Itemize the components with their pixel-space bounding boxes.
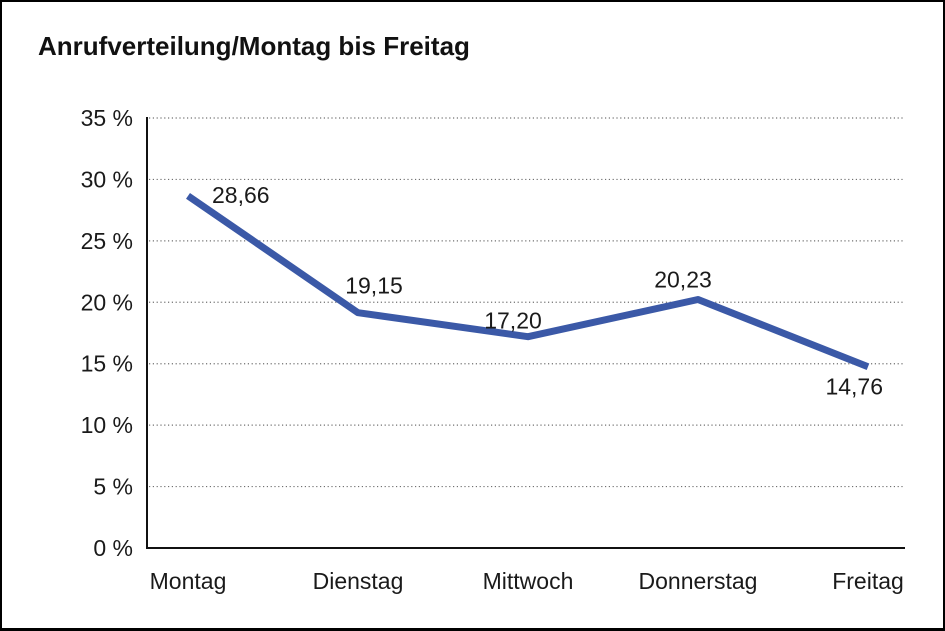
chart-title: Anrufverteilung/Montag bis Freitag	[38, 31, 470, 61]
y-tick-label: 25 %	[81, 228, 133, 254]
data-point-label: 17,20	[484, 308, 542, 334]
x-category-label: Montag	[150, 568, 227, 594]
data-point-label: 19,15	[345, 273, 403, 299]
y-tick-label: 10 %	[81, 412, 133, 438]
y-tick-label: 0 %	[93, 535, 133, 561]
data-point-label: 14,76	[825, 374, 883, 400]
y-tick-label: 5 %	[93, 474, 133, 500]
y-tick-label: 20 %	[81, 289, 133, 315]
x-category-label: Dienstag	[313, 568, 404, 594]
y-tick-label: 30 %	[81, 166, 133, 192]
data-point-label: 20,23	[654, 266, 712, 292]
data-point-label: 28,66	[212, 182, 270, 208]
y-tick-label: 35 %	[81, 105, 133, 131]
x-category-label: Donnerstag	[639, 568, 758, 594]
x-category-label: Mittwoch	[483, 568, 574, 594]
y-tick-label: 15 %	[81, 351, 133, 377]
data-series-line	[186, 193, 870, 370]
x-category-label: Freitag	[832, 568, 904, 594]
